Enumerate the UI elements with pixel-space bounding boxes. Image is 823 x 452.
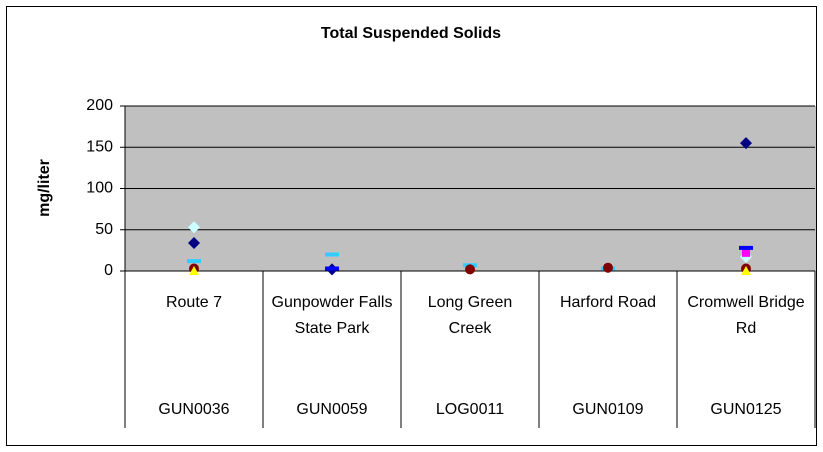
- marker: [189, 266, 199, 275]
- x-tick-label: Long Green Creek: [427, 294, 513, 337]
- marker: [742, 248, 750, 257]
- x-tick-label: Gunpowder Falls State Park: [271, 294, 393, 337]
- marker: [325, 266, 339, 271]
- marker: [603, 262, 613, 273]
- marker: [325, 252, 339, 257]
- y-tick-label: 0: [104, 262, 113, 279]
- marker: [740, 137, 752, 150]
- marker: [188, 236, 200, 249]
- x-tick-label: Harford Road: [559, 294, 657, 311]
- marker: [739, 245, 753, 250]
- x-tick-code: LOG0011: [435, 401, 505, 418]
- y-tick-label: 200: [86, 97, 113, 114]
- y-axis-label: mg/liter: [36, 159, 53, 217]
- y-tick-label: 100: [86, 180, 113, 197]
- marker: [741, 266, 751, 275]
- y-tick-label: 150: [86, 138, 113, 155]
- x-tick-code: GUN0109: [572, 401, 644, 418]
- y-tick-label: 50: [95, 221, 113, 238]
- x-tick-code: GUN0059: [296, 401, 368, 418]
- x-tick-label: Cromwell Bridge Rd: [687, 294, 805, 337]
- marker: [188, 221, 200, 234]
- x-tick-code: GUN0036: [158, 401, 230, 418]
- x-tick-label: Route 7: [165, 294, 223, 311]
- x-tick-code: GUN0125: [710, 401, 782, 418]
- marker: [465, 264, 475, 275]
- marker: [187, 259, 201, 264]
- chart-title: Total Suspended Solids: [321, 25, 501, 42]
